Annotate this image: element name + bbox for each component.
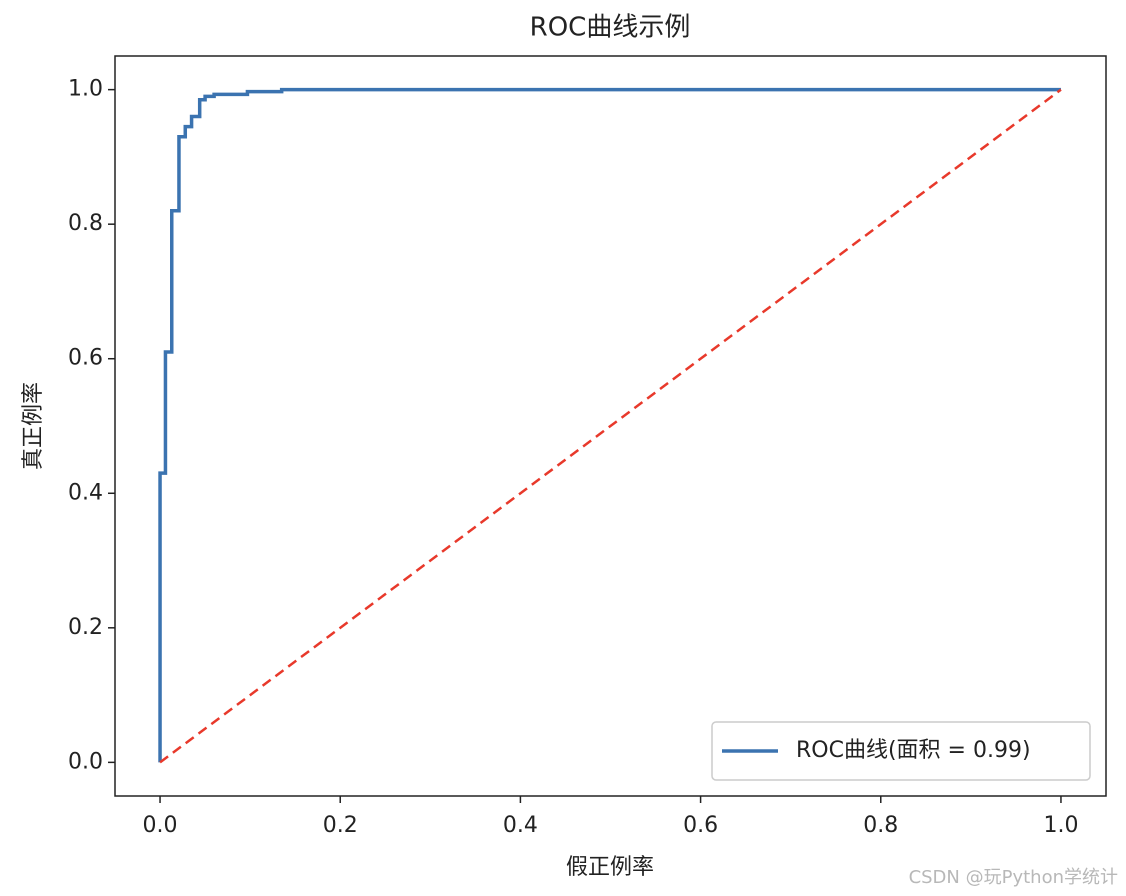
x-tick-label: 1.0 <box>1043 813 1078 838</box>
x-tick-label: 0.4 <box>503 813 538 838</box>
y-tick-label: 0.4 <box>68 480 103 505</box>
y-axis-label: 真正例率 <box>21 382 46 470</box>
data-line <box>159 88 1062 764</box>
legend-box <box>711 721 1091 781</box>
y-tick-label: 1.0 <box>68 77 103 102</box>
data-line <box>158 87 1061 763</box>
y-tick-label: 0.8 <box>68 211 103 236</box>
y-tick-label: 0.2 <box>68 615 103 640</box>
x-tick-label: 0.6 <box>683 813 718 838</box>
x-tick-label: 0.2 <box>323 813 358 838</box>
y-tick-label: 0.0 <box>68 749 103 774</box>
x-axis-label: 假正例率 <box>566 855 654 880</box>
plot-frame <box>114 55 1107 797</box>
x-tick-label: 0.8 <box>863 813 898 838</box>
y-tick-label: 0.6 <box>68 346 103 371</box>
watermark: CSDN @玩Python学统计 <box>909 867 1118 888</box>
chart-title: ROC曲线示例 <box>530 13 691 43</box>
x-tick-label: 0.0 <box>143 813 178 838</box>
legend-label: ROC曲线(面积 = 0.99) <box>796 738 1031 763</box>
